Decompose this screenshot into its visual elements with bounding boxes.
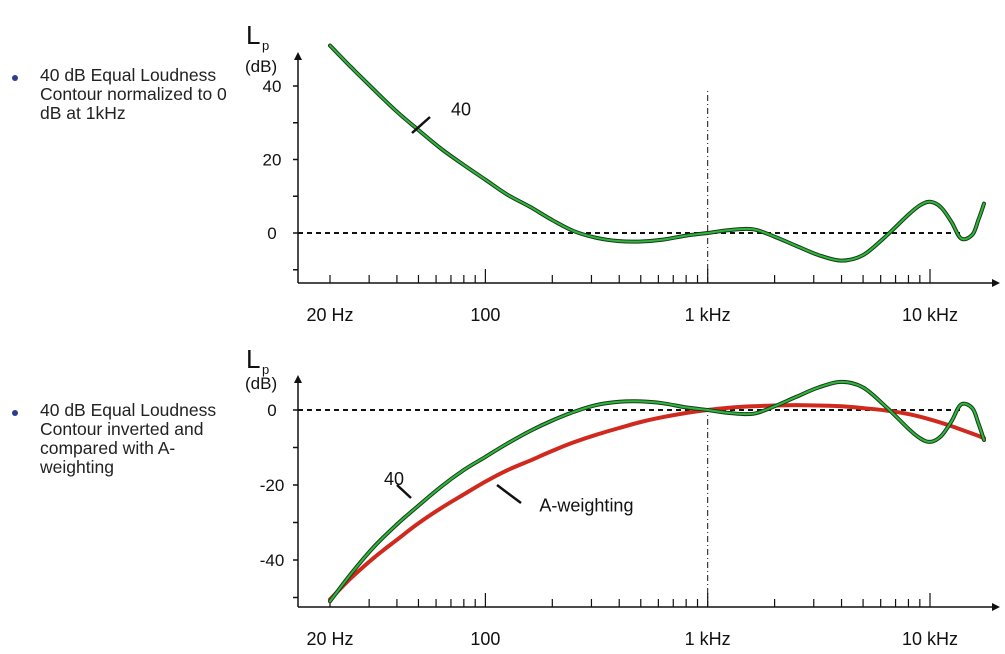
x-tick-label: 20 Hz bbox=[306, 629, 353, 649]
series-line-40-outline bbox=[328, 43, 986, 263]
y-tick-label: 20 bbox=[263, 151, 282, 170]
annotation-leader-line bbox=[496, 484, 522, 504]
series-line-40 bbox=[329, 44, 985, 262]
y-axis-unit: (dB) bbox=[245, 57, 277, 76]
x-tick-label: 1 kHz bbox=[685, 629, 731, 649]
y-axis-arrow-icon bbox=[294, 52, 302, 60]
bullet-list: 40 dB Equal Loudness Contour normalized … bbox=[0, 0, 240, 654]
x-tick-label: 100 bbox=[470, 629, 500, 649]
x-tick-label: 1 kHz bbox=[685, 305, 731, 325]
y-axis-label: L bbox=[246, 344, 260, 374]
annotation-leader-line bbox=[396, 484, 412, 499]
annotation-label: A-weighting bbox=[539, 495, 633, 515]
y-tick-label: 40 bbox=[263, 77, 282, 96]
y-tick-label: -40 bbox=[260, 551, 285, 570]
annotation-leader-line bbox=[411, 116, 431, 134]
y-axis-unit: (dB) bbox=[245, 374, 277, 393]
y-tick-label: 0 bbox=[267, 224, 276, 243]
x-tick-label: 10 kHz bbox=[902, 629, 958, 649]
annotation-label: 40 bbox=[384, 469, 404, 489]
series-line-40-outline bbox=[328, 379, 986, 604]
series-line-40 bbox=[329, 380, 985, 603]
y-tick-label: 0 bbox=[267, 401, 276, 420]
bullet-dot-icon bbox=[12, 75, 18, 81]
y-axis-label-subscript: p bbox=[262, 362, 269, 377]
bullet-dot-icon bbox=[12, 410, 18, 416]
annotation-label: 40 bbox=[451, 99, 471, 119]
x-axis-arrow-icon bbox=[992, 603, 1000, 611]
x-tick-label: 100 bbox=[470, 305, 500, 325]
x-tick-label: 10 kHz bbox=[902, 305, 958, 325]
y-axis-label: L bbox=[246, 20, 260, 50]
y-tick-label: -20 bbox=[260, 476, 285, 495]
series-line-a-weighting bbox=[328, 403, 986, 602]
x-tick-label: 20 Hz bbox=[306, 305, 353, 325]
x-axis-arrow-icon bbox=[992, 279, 1000, 287]
bullet-text: 40 dB Equal Loudness Contour inverted an… bbox=[40, 400, 217, 477]
y-axis-label-subscript: p bbox=[262, 38, 269, 53]
y-axis-arrow-icon bbox=[294, 375, 302, 383]
bullet-text: 40 dB Equal Loudness Contour normalized … bbox=[40, 65, 227, 123]
